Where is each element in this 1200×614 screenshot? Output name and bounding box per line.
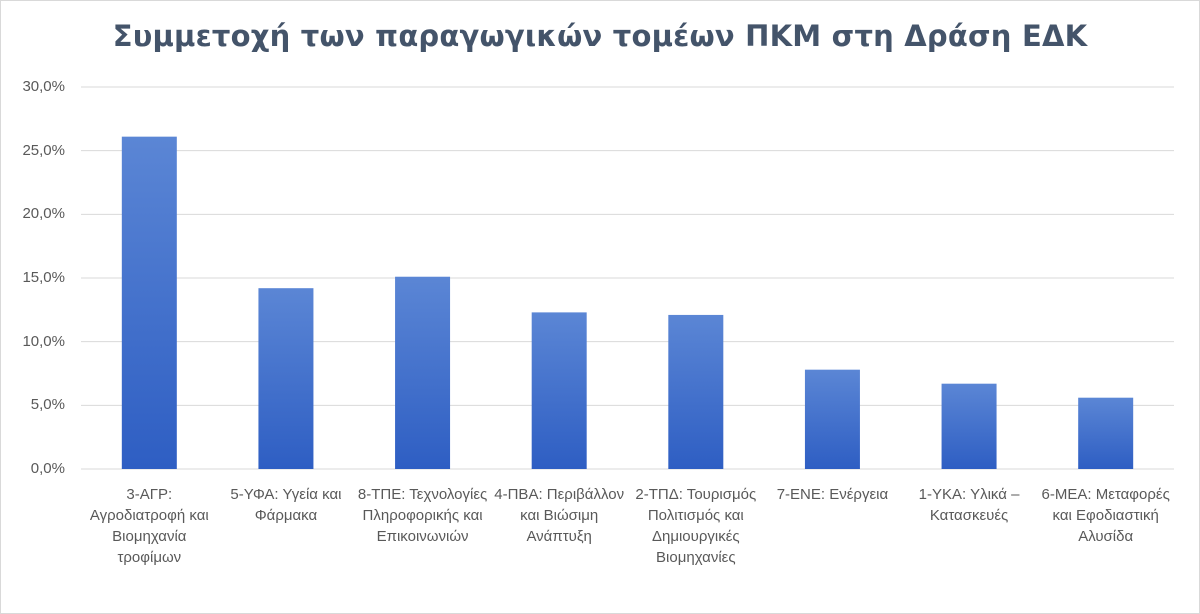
bar — [1078, 397, 1134, 469]
y-tick-label: 15,0% — [22, 269, 65, 286]
chart-title: Συμμετοχή των παραγωγικών τομέων ΠΚΜ στη… — [112, 19, 1088, 53]
x-category-label: 5-ΥΦΑ: Υγεία και Φάρμακα — [230, 486, 342, 524]
y-tick-label: 20,0% — [22, 205, 65, 223]
bar — [941, 383, 997, 469]
y-tick-label: 10,0% — [22, 332, 65, 350]
y-tick-label: 5,0% — [30, 396, 65, 414]
y-tick-label: 30,0% — [22, 78, 65, 95]
bar — [804, 369, 860, 469]
x-category-label: 7-ΕΝΕ: Ενέργεια — [776, 486, 889, 503]
bar — [121, 136, 177, 469]
bar — [531, 312, 587, 469]
bar — [395, 276, 451, 469]
y-tick-label: 0,0% — [30, 460, 65, 477]
bar — [668, 314, 724, 469]
bar — [258, 288, 314, 469]
x-category-label: 4-ΠΒΑ: Περιβάλλον και Βιώσιμη Ανάπτυξη — [494, 486, 625, 545]
x-category-label: 1-ΥΚΑ: Υλικά – Κατασκευές — [918, 486, 1020, 524]
x-category-label: 2-ΤΠΔ: Τουρισμός Πολιτισμός και Δημιουργ… — [635, 486, 757, 566]
x-category-label: 6-ΜΕΑ: Μεταφορές και Εφοδιαστική Αλυσίδα — [1041, 486, 1170, 545]
x-category-label: 3-ΑΓΡ: Αγροδιατροφή και Βιομηχανία τροφί… — [89, 486, 209, 566]
x-category-label: 8-ΤΠΕ: Τεχνολογίες Πληροφορικής και Επικ… — [357, 486, 488, 545]
y-tick-label: 25,0% — [22, 141, 65, 159]
